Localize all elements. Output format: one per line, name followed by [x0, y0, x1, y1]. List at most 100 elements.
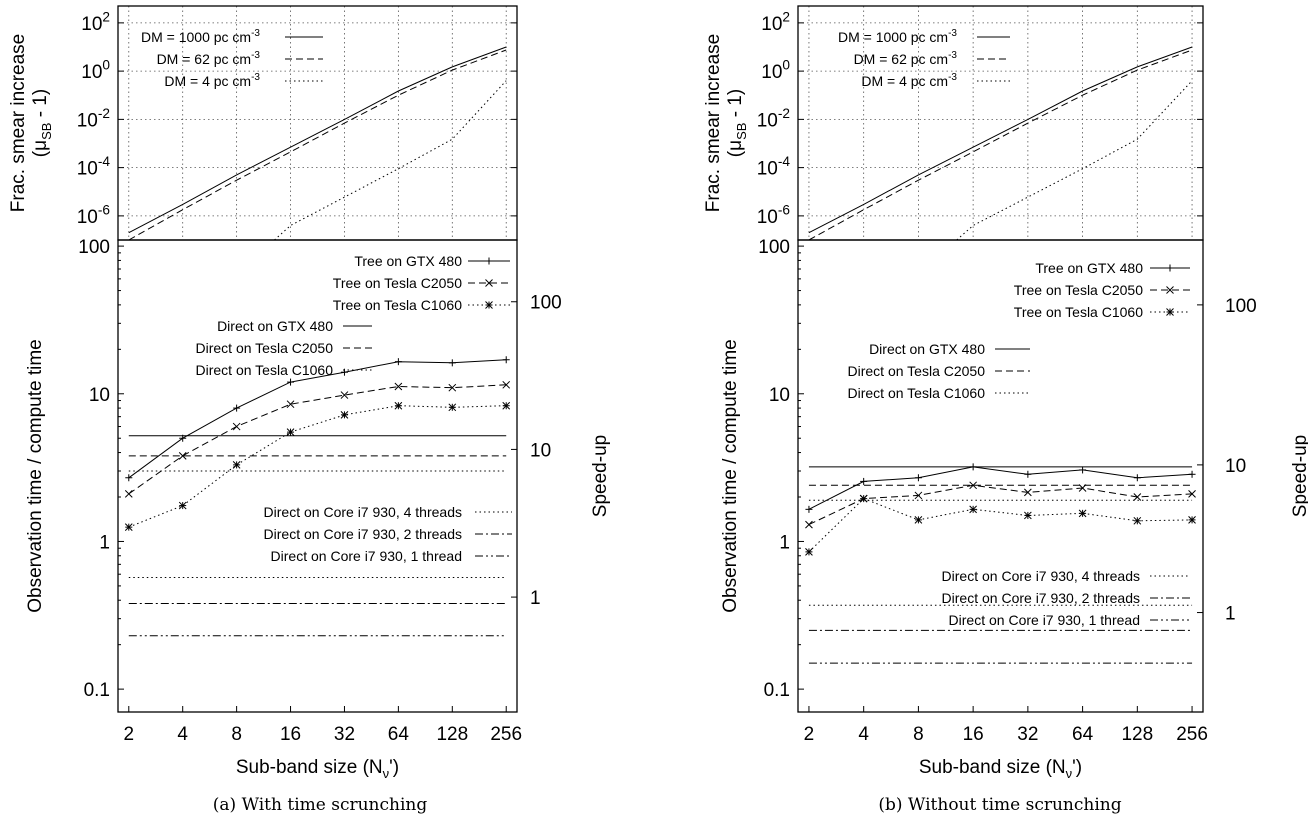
perf-y2-tick-label: 100 [1225, 296, 1257, 317]
smear-ylabel: Frac. smear increase [703, 34, 724, 212]
tree-series-marker [448, 383, 457, 392]
perf-tick-label: 0.1 [764, 680, 790, 701]
perf-x-tick-label: 256 [490, 724, 522, 745]
tree-series-marker [124, 490, 133, 498]
tree-series-marker [502, 401, 511, 410]
tree-series-marker [286, 428, 295, 436]
tree-series-marker [394, 382, 403, 391]
direct-legend-label: Direct on Tesla C2050 [196, 340, 334, 356]
direct-legend-label: Direct on Core i7 930, 1 thread [271, 548, 462, 564]
perf-ylabel: Observation time / compute time [720, 339, 741, 613]
perf-frame [797, 239, 1204, 713]
direct-legend-label: Direct on Core i7 930, 2 threads [264, 526, 462, 542]
tree-series-marker [502, 380, 511, 389]
tree-series-marker [914, 516, 923, 524]
direct-legend-label: Direct on Core i7 930, 4 threads [942, 568, 1140, 584]
perf-tick-label: 0.1 [84, 680, 110, 701]
perf-tick-label: 100 [758, 237, 790, 258]
direct-legend-label: Direct on Tesla C1060 [848, 385, 986, 401]
tree-series-line [808, 466, 1193, 510]
direct-legend-label: Direct on Core i7 930, 4 threads [264, 504, 462, 520]
smear-legend-label: DM = 62 pc cm-3 [854, 50, 958, 67]
perf-y2-tick-label: 1 [1225, 604, 1236, 625]
perf-x-tick-label: 8 [231, 724, 242, 745]
tree-series-marker [340, 410, 349, 419]
tree-series-marker [805, 520, 813, 529]
tree-series-marker [1024, 488, 1032, 497]
tree-series-marker [859, 494, 868, 503]
smear-tick-label: 10-2 [77, 106, 110, 132]
tree-series-marker [805, 548, 813, 556]
perf-xlabel: Sub-band size (Nν') [919, 757, 1082, 781]
smear-tick-label: 100 [761, 58, 790, 84]
perf-plot: 100 10 1 0.1 100 10 1 2 4 8 16 32 64 128 256 Direct on … [720, 237, 1308, 781]
smear-tick-label: 100 [81, 58, 110, 84]
tree-series-marker [340, 391, 349, 399]
tree-series-marker [969, 481, 977, 490]
tree-legend-label: Tree on GTX 480 [1035, 260, 1143, 276]
perf-plot: 100 10 1 0.1 100 10 1 2 4 8 16 32 64 128 256 Direct on … [25, 237, 611, 781]
perf-x-tick-label: 32 [1017, 724, 1038, 745]
tree-series-marker [914, 491, 923, 500]
tree-series-marker [1078, 484, 1087, 492]
perf-y2-tick-label: 1 [530, 588, 541, 609]
perf-x-tick-label: 2 [123, 724, 134, 745]
perf-y2-tick-label: 10 [530, 440, 551, 461]
tree-legend-label: Tree on GTX 480 [354, 253, 462, 269]
smear-tick-label: 10-4 [77, 154, 111, 180]
smear-series-line [808, 49, 1193, 241]
tree-series-marker [448, 403, 457, 412]
smear-legend-label: DM = 1000 pc cm-3 [141, 28, 260, 45]
perf-y2label: Speed-up [1290, 435, 1308, 517]
tree-series-line [128, 359, 507, 479]
perf-x-tick-label: 2 [804, 724, 815, 745]
perf-x-tick-label: 256 [1176, 724, 1208, 745]
smear-series-line [128, 49, 507, 241]
tree-legend-marker [485, 301, 493, 309]
tree-series-marker [969, 505, 977, 514]
direct-legend-label: Direct on GTX 480 [217, 318, 333, 334]
smear-series-line [956, 80, 1193, 241]
tree-legend-label: Tree on Tesla C2050 [333, 275, 462, 291]
tree-legend-label: Tree on Tesla C2050 [1014, 282, 1143, 298]
direct-legend-label: Direct on Core i7 930, 1 thread [949, 612, 1140, 628]
tree-series-marker [286, 400, 295, 409]
perf-frame [117, 239, 518, 713]
perf-tick-label: 1 [779, 532, 790, 553]
smear-series-line [128, 46, 507, 234]
perf-tick-label: 10 [89, 385, 110, 406]
tree-series-marker [1024, 511, 1032, 520]
smear-tick-label: 102 [761, 9, 790, 35]
tree-series-line [128, 384, 507, 495]
perf-x-tick-label: 16 [963, 724, 984, 745]
tree-legend-marker [485, 279, 493, 287]
perf-x-tick-label: 128 [1121, 724, 1153, 745]
perf-x-tick-label: 128 [436, 724, 468, 745]
direct-legend-label: Direct on Tesla C1060 [196, 362, 334, 378]
tree-series-marker [1188, 516, 1196, 524]
smear-ylabel-2: (μSB - 1) [30, 89, 54, 157]
tree-series-marker [1188, 490, 1196, 498]
panel-caption: (b) Without time scrunching [878, 795, 1121, 815]
perf-x-tick-label: 8 [913, 724, 924, 745]
tree-legend-label: Tree on Tesla C1060 [1014, 304, 1143, 320]
smear-legend-label: DM = 4 pc cm-3 [861, 72, 957, 89]
smear-legend-label: DM = 1000 pc cm-3 [838, 28, 957, 45]
smear-legend-label: DM = 62 pc cm-3 [157, 50, 261, 67]
panel-caption: (a) With time scrunching [213, 795, 428, 815]
tree-legend-label: Tree on Tesla C1060 [333, 297, 462, 313]
smear-series-line [274, 80, 507, 241]
tree-series-line [128, 405, 507, 528]
perf-x-tick-label: 64 [1072, 724, 1094, 745]
direct-legend-label: Direct on Core i7 930, 2 threads [942, 590, 1140, 606]
perf-x-tick-label: 64 [388, 724, 410, 745]
tree-series-line [808, 498, 1193, 553]
perf-y2-tick-label: 10 [1225, 456, 1246, 477]
perf-x-tick-label: 32 [334, 724, 355, 745]
tree-series-marker [232, 461, 241, 469]
direct-legend-label: Direct on GTX 480 [869, 341, 985, 357]
tree-series-line [808, 484, 1193, 526]
